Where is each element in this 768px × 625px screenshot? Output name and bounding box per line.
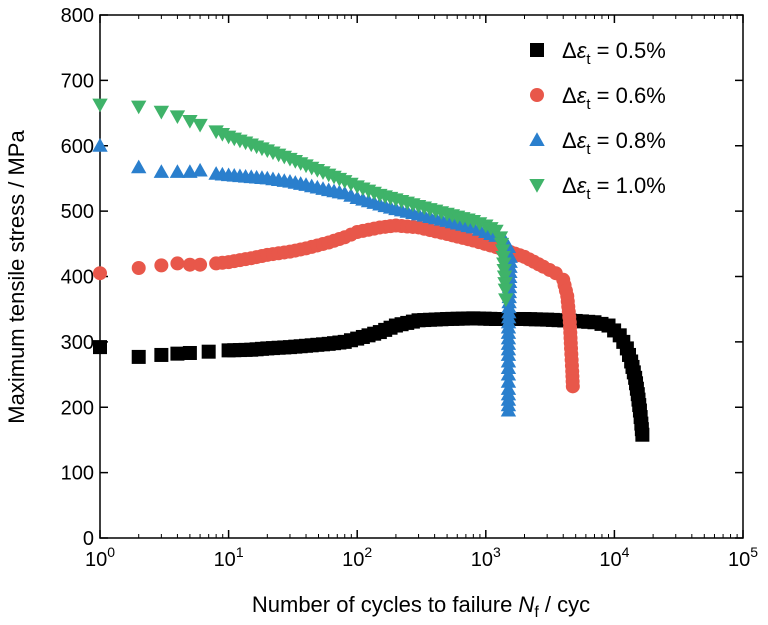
y-tick-label: 600	[61, 136, 94, 158]
y-axis-label: Maximum tensile stress / MPa	[4, 130, 29, 424]
data-point	[93, 266, 107, 281]
legend-label: Δεt = 0.8%	[562, 128, 666, 158]
x-axis-label-sub: f	[534, 604, 539, 621]
data-point	[170, 256, 185, 271]
x-axis-ticks: 100 101 102 103 104 105	[85, 15, 758, 571]
series-triangle-up	[92, 138, 518, 417]
y-axis-ticks: 0 100 200 300 400 500 600 700 800	[61, 5, 743, 550]
data-point	[153, 105, 170, 120]
data-point	[131, 100, 147, 115]
data-point	[169, 110, 186, 125]
data-point	[153, 164, 170, 178]
data-point	[92, 138, 108, 152]
data-point	[500, 366, 517, 381]
data-point	[169, 164, 186, 178]
data-point	[497, 283, 514, 298]
data-point	[192, 118, 208, 133]
y-tick-label: 700	[61, 70, 94, 92]
x-tick-label: 102	[342, 544, 372, 571]
x-tick-label: 104	[599, 544, 629, 571]
y-tick-label: 300	[61, 332, 94, 354]
x-tick-label: 101	[214, 544, 244, 571]
y-tick-label: 500	[61, 201, 94, 223]
data-point	[500, 374, 517, 388]
data-point	[498, 293, 514, 308]
y-tick-label: 800	[61, 5, 94, 27]
legend-label: Δεt = 0.5%	[562, 38, 666, 68]
legend-marker	[530, 88, 544, 102]
data-point	[193, 257, 208, 272]
data-point	[93, 340, 107, 355]
data-point	[182, 345, 197, 360]
x-axis-label: Number of cycles to failure Nf / cyc	[252, 592, 590, 621]
legend-label: Δεt = 1.0%	[562, 173, 666, 203]
data-point	[154, 258, 169, 273]
data-point	[131, 159, 147, 174]
series-triangle-down	[92, 98, 514, 308]
x-axis-label-var: N	[518, 592, 534, 617]
x-tick-label: 105	[728, 544, 758, 571]
x-axis-label-main: Number of cycles to failure	[252, 592, 519, 617]
data-point	[500, 402, 517, 417]
data-point	[92, 98, 108, 113]
y-tick-label: 100	[61, 463, 94, 485]
x-tick-label: 103	[471, 544, 501, 571]
data-point	[131, 349, 146, 364]
data-point	[635, 427, 650, 442]
data-point	[182, 257, 197, 272]
data-point	[154, 347, 169, 362]
y-tick-label: 200	[61, 397, 94, 419]
data-point	[201, 344, 216, 359]
legend-label: Δεt = 0.6%	[562, 83, 666, 113]
legend-marker	[530, 43, 544, 57]
legend-marker	[529, 132, 545, 146]
y-tick-label: 400	[61, 267, 94, 289]
data-series	[92, 98, 650, 442]
legend: Δεt = 0.5% Δεt = 0.6% Δεt = 0.8% Δεt = 1.0%	[529, 38, 666, 203]
data-point	[192, 162, 208, 177]
data-point	[565, 379, 580, 394]
data-point	[170, 346, 185, 361]
x-axis-label-unit: / cyc	[539, 592, 590, 617]
data-point	[131, 261, 146, 276]
y-tick-label: 0	[83, 528, 94, 550]
x-tick-label: 100	[85, 544, 115, 571]
legend-marker	[529, 179, 545, 193]
data-point	[182, 114, 198, 129]
